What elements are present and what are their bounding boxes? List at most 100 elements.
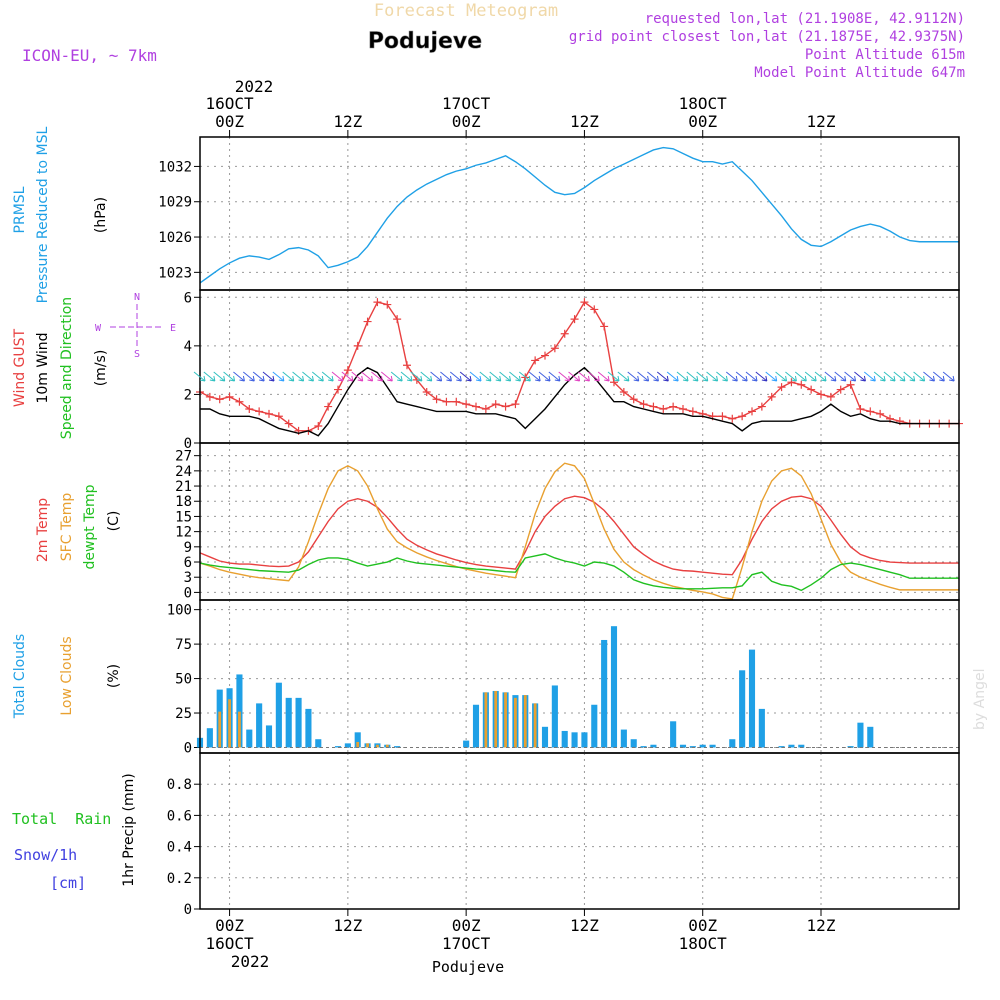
bar-total-clouds xyxy=(463,740,470,748)
y-tick-label: 0 xyxy=(184,740,192,756)
wind-arrow-head xyxy=(840,375,847,382)
compass-e: E xyxy=(170,323,176,334)
series-2m-temp xyxy=(199,495,959,576)
gust-marker xyxy=(511,400,520,409)
bar-low-clouds xyxy=(514,697,517,748)
top-hour-label: 00Z xyxy=(215,112,244,131)
wind-unit: (m/s) xyxy=(93,350,109,387)
wind-arrow xyxy=(903,371,916,382)
total-rain-label: Total Rain xyxy=(12,810,111,828)
y-tick-label: 0.2 xyxy=(167,871,192,887)
wind-arrow-head xyxy=(426,375,433,382)
wind-arrow xyxy=(440,371,452,382)
wind-arrow xyxy=(804,371,817,382)
wind-arrow xyxy=(252,371,265,382)
wind-arrow-head xyxy=(209,375,216,382)
gust-marker xyxy=(235,397,244,406)
y-tick-label: 24 xyxy=(175,464,192,480)
wind-arrow-head xyxy=(357,375,364,382)
gust-marker xyxy=(826,392,835,401)
bar-low-clouds xyxy=(533,703,537,748)
bar-total-clouds xyxy=(236,674,243,748)
wind-arrow xyxy=(558,371,571,382)
gust-marker xyxy=(629,395,638,404)
wind-arrow xyxy=(883,371,896,382)
series-wind-gust xyxy=(199,301,959,432)
wind-arrow-head xyxy=(889,375,896,382)
wind-arrow-head xyxy=(219,375,226,382)
wind-dir-label: Speed and Direction xyxy=(59,297,75,439)
bar-total-clouds xyxy=(246,729,253,748)
bar-total-clouds xyxy=(670,721,677,748)
wind-arrow-head xyxy=(673,375,679,382)
bar-total-clouds xyxy=(729,739,736,748)
wind-arrow-head xyxy=(446,375,452,382)
wind-arrow-head xyxy=(702,375,709,382)
gust-marker xyxy=(462,400,471,409)
wind-arrow-head xyxy=(535,375,541,382)
gust-marker xyxy=(442,397,451,406)
wind-arrow-head xyxy=(623,375,630,382)
gust-marker xyxy=(560,329,569,338)
wind-arrow xyxy=(834,371,847,382)
gust-marker xyxy=(718,412,727,421)
series-10m-wind xyxy=(200,366,959,437)
panel-4: 0 0.2 0.4 0.6 0.8 xyxy=(167,752,960,918)
bar-total-clouds xyxy=(571,732,578,748)
bottom-hour-label: 00Z xyxy=(215,916,244,935)
bar-total-clouds xyxy=(679,744,687,748)
point-altitude: Point Altitude 615m xyxy=(805,47,965,63)
y-tick-label: 0 xyxy=(184,585,192,601)
pressure-unit: (hPa) xyxy=(93,197,109,233)
wind-arrow-head xyxy=(604,375,610,382)
wind-arrow xyxy=(844,371,856,382)
wind-arrow-head xyxy=(466,375,472,382)
snow-unit-label: [cm] xyxy=(50,874,86,892)
series-prmsl xyxy=(199,146,959,284)
dewpt-label: dewpt Temp xyxy=(82,484,98,569)
wind-arrow-head xyxy=(820,375,827,382)
gust-marker xyxy=(787,378,796,387)
compass-w: W xyxy=(95,323,102,334)
wind-arrow-head xyxy=(406,375,413,382)
wind-arrow-head xyxy=(249,375,255,382)
wind-arrow-head xyxy=(328,375,334,382)
bar-low-clouds xyxy=(504,692,507,748)
wind-arrow xyxy=(775,371,787,382)
wind-arrow-head xyxy=(899,375,906,382)
wind-arrow-head xyxy=(416,375,423,382)
wind-arrow-head xyxy=(771,375,778,382)
y-tick-label: 0 xyxy=(184,436,192,452)
wind-arrow xyxy=(242,371,255,382)
wind-arrow-head xyxy=(712,375,719,382)
gust-marker xyxy=(363,317,372,326)
wind-arrow xyxy=(459,371,472,382)
wind-arrow xyxy=(548,371,561,382)
precip-unit: 1hr Precip (mm) xyxy=(121,773,137,886)
wind-arrow xyxy=(233,371,245,382)
wind-arrow xyxy=(607,371,620,382)
wind-arrow-head xyxy=(397,375,403,382)
bar-total-clouds xyxy=(748,649,756,748)
bar-low-clouds xyxy=(238,711,241,748)
wind-arrow xyxy=(282,371,295,382)
bar-total-clouds xyxy=(847,746,854,748)
wind-arrow xyxy=(676,371,689,382)
wind-arrow-head xyxy=(318,375,324,382)
bar-total-clouds xyxy=(354,732,361,748)
wind-arrow-head xyxy=(436,375,443,382)
wind-arrow xyxy=(656,371,669,382)
wind-arrow xyxy=(597,371,610,382)
wind-arrow xyxy=(893,371,906,382)
wind-arrow xyxy=(666,371,679,382)
y-tick-label: 3 xyxy=(184,570,192,586)
wind-arrow xyxy=(617,371,630,382)
y-tick-label: 100 xyxy=(167,603,192,619)
wind-arrow-head xyxy=(495,375,502,382)
gust-marker xyxy=(403,361,411,370)
wind-arrow xyxy=(489,371,502,382)
gust-marker xyxy=(836,385,845,394)
model-altitude: Model Point Altitude 647m xyxy=(754,65,965,81)
gust-marker xyxy=(265,409,273,418)
